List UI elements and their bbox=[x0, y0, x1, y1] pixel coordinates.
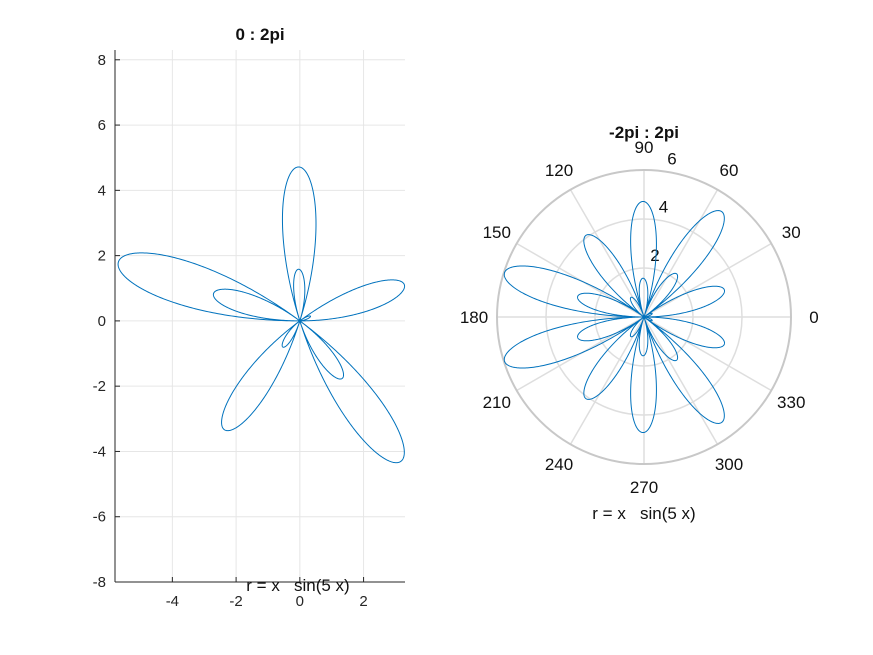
theta-tick-label: 120 bbox=[545, 161, 573, 180]
theta-tick-label: 330 bbox=[777, 393, 805, 412]
theta-tick-label: 240 bbox=[545, 455, 573, 474]
r-tick-label: 4 bbox=[659, 198, 668, 217]
polar-spoke bbox=[643, 189, 719, 318]
theta-tick-label: 0 bbox=[809, 308, 818, 327]
cartesian-grid bbox=[115, 50, 405, 583]
cartesian-plot: -4 -2 0 2 -8 -6 -4 -2 0 2 4 6 8 0 : 2pi r = x sin(5 … bbox=[93, 25, 406, 610]
polar-tick-labels: 0 30 60 90 120 150 180 210 240 270 300 330 2 4 6 bbox=[460, 138, 819, 497]
y-tick-label: -6 bbox=[93, 509, 106, 526]
polar-ring bbox=[496, 169, 792, 465]
y-tick-label: 6 bbox=[98, 117, 106, 134]
right-chart-xlabel: r = x sin(5 x) bbox=[592, 504, 695, 523]
x-tick-label: 2 bbox=[359, 593, 367, 610]
theta-tick-label: 270 bbox=[630, 478, 658, 497]
theta-tick-label: 210 bbox=[483, 393, 511, 412]
theta-tick-label: 300 bbox=[715, 455, 743, 474]
left-chart-title: 0 : 2pi bbox=[235, 25, 284, 44]
theta-tick-label: 150 bbox=[483, 223, 511, 242]
x-tick-label: -2 bbox=[229, 593, 242, 610]
polar-spoke bbox=[643, 316, 772, 392]
r-tick-label: 2 bbox=[650, 246, 659, 265]
theta-tick-label: 90 bbox=[635, 138, 654, 157]
cartesian-axes bbox=[114, 50, 405, 583]
polar-spoke bbox=[643, 316, 719, 445]
polar-plot: 0 30 60 90 120 150 180 210 240 270 300 330 2 4 6 -2pi … bbox=[460, 123, 819, 523]
x-tick-label: 0 bbox=[296, 593, 304, 610]
polar-spoke bbox=[643, 242, 772, 318]
polar-spoke bbox=[569, 316, 645, 445]
theta-tick-label: 60 bbox=[720, 161, 739, 180]
cartesian-ticks: -4 -2 0 2 -8 -6 -4 -2 0 2 4 6 8 bbox=[93, 52, 368, 610]
y-tick-label: -8 bbox=[93, 574, 106, 591]
polar-spoke bbox=[569, 189, 645, 318]
y-tick-label: -4 bbox=[93, 443, 106, 460]
rose-curve-0-2pi bbox=[117, 166, 406, 464]
polar-ring bbox=[594, 267, 694, 367]
rose-curve-neg2pi-2pi bbox=[503, 200, 726, 434]
left-chart-xlabel: r = x sin(5 x) bbox=[246, 576, 349, 595]
y-tick-label: 0 bbox=[98, 313, 106, 330]
x-tick-label: -4 bbox=[166, 593, 179, 610]
y-tick-label: -2 bbox=[93, 378, 106, 395]
y-tick-label: 4 bbox=[98, 182, 106, 199]
r-tick-label: 6 bbox=[667, 149, 676, 168]
right-chart-title: -2pi : 2pi bbox=[609, 123, 679, 142]
theta-tick-label: 30 bbox=[782, 223, 801, 242]
y-tick-label: 8 bbox=[98, 52, 106, 69]
polar-ring bbox=[545, 218, 743, 416]
theta-tick-label: 180 bbox=[460, 308, 488, 327]
y-tick-label: 2 bbox=[98, 248, 106, 265]
